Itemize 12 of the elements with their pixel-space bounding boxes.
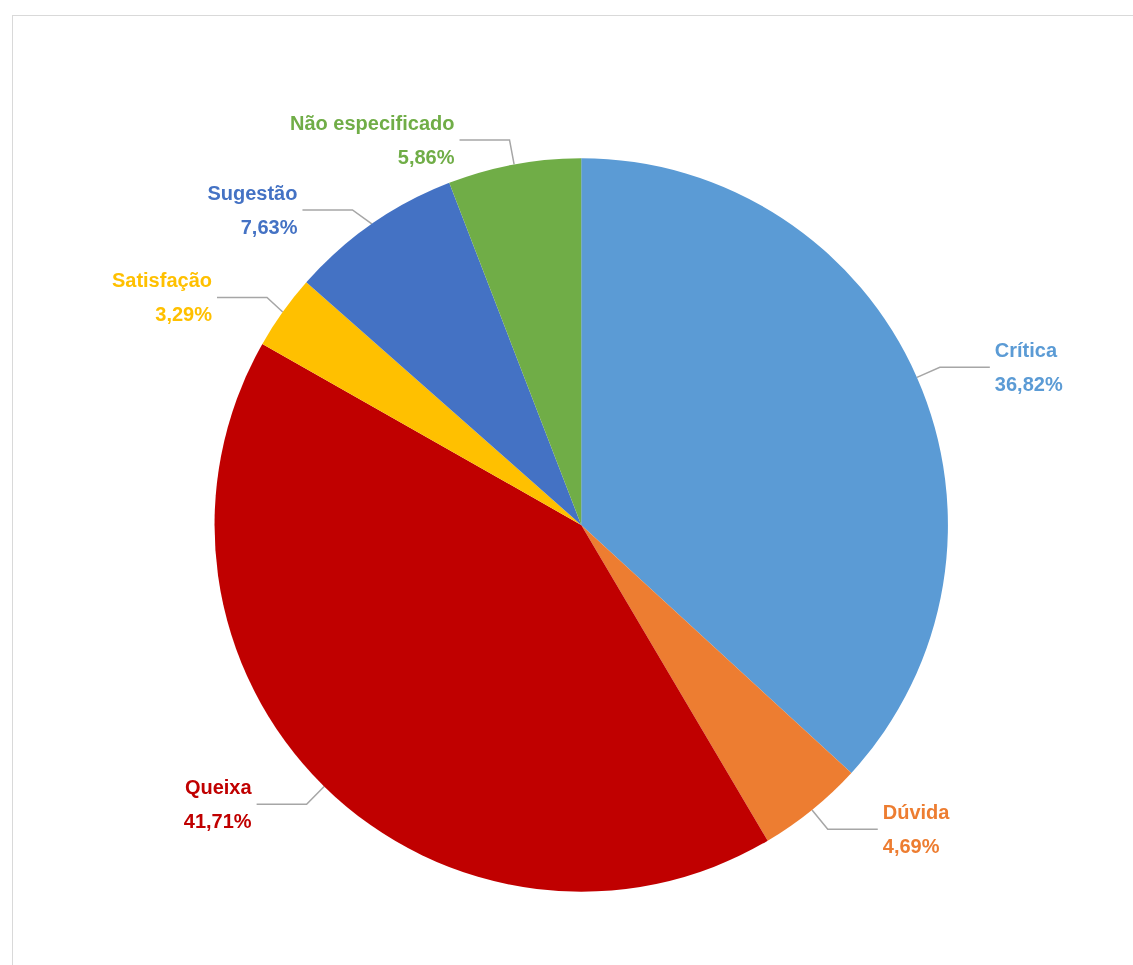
data-label: 7,63%	[240, 215, 298, 238]
data-label: 4,69%	[882, 835, 940, 858]
slice-label: Não especificado	[290, 111, 455, 134]
data-label: 41,71%	[183, 810, 252, 833]
data-label: 3,29%	[155, 303, 213, 326]
slice-label: Queixa	[184, 776, 253, 799]
slice-label: Sugestão	[207, 181, 298, 204]
slice-label: Crítica	[994, 339, 1058, 362]
data-label: 36,82%	[994, 373, 1063, 396]
data-label: 5,86%	[397, 145, 455, 168]
slice-label: Satisfação	[111, 269, 212, 292]
slice-label: Dúvida	[882, 801, 951, 824]
